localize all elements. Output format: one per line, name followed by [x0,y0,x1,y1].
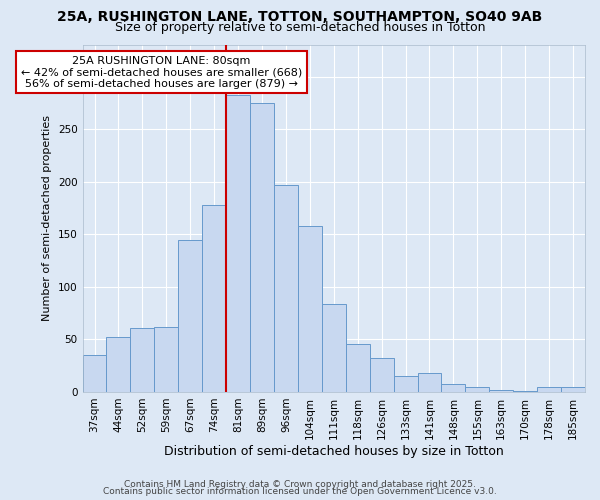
Bar [83,355,106,392]
Bar [106,338,130,392]
Text: Contains HM Land Registry data © Crown copyright and database right 2025.: Contains HM Land Registry data © Crown c… [124,480,476,489]
Bar [418,373,442,392]
Bar [442,384,466,392]
Text: Contains public sector information licensed under the Open Government Licence v3: Contains public sector information licen… [103,488,497,496]
Bar [561,386,585,392]
Bar [178,240,202,392]
Bar [394,376,418,392]
X-axis label: Distribution of semi-detached houses by size in Totton: Distribution of semi-detached houses by … [164,444,503,458]
Bar [489,390,513,392]
Bar [274,185,298,392]
Text: Size of property relative to semi-detached houses in Totton: Size of property relative to semi-detach… [115,22,485,35]
Bar [513,391,537,392]
Bar [346,344,370,392]
Bar [226,96,250,392]
Text: 25A RUSHINGTON LANE: 80sqm
← 42% of semi-detached houses are smaller (668)
56% o: 25A RUSHINGTON LANE: 80sqm ← 42% of semi… [21,56,302,88]
Bar [298,226,322,392]
Bar [370,358,394,392]
Bar [130,328,154,392]
Bar [250,103,274,392]
Text: 25A, RUSHINGTON LANE, TOTTON, SOUTHAMPTON, SO40 9AB: 25A, RUSHINGTON LANE, TOTTON, SOUTHAMPTO… [58,10,542,24]
Bar [466,386,489,392]
Y-axis label: Number of semi-detached properties: Number of semi-detached properties [43,116,52,322]
Bar [537,386,561,392]
Bar [322,304,346,392]
Bar [202,205,226,392]
Bar [154,327,178,392]
